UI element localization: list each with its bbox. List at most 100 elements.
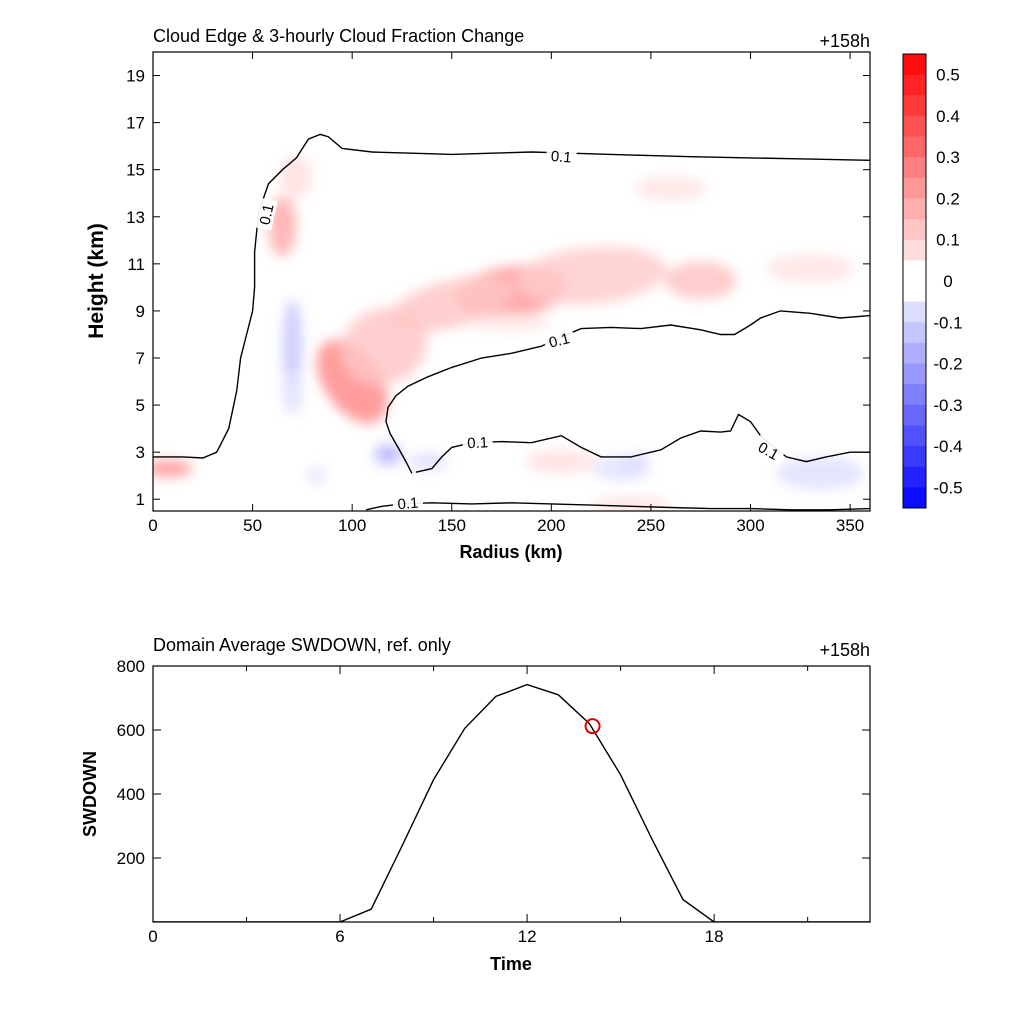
colorbar-bin [903, 54, 926, 76]
swdown-chart: Domain Average SWDOWN, ref. only +158h 0… [80, 635, 871, 974]
x-tick-label: 12 [518, 927, 537, 946]
x-tick-label: 0 [148, 927, 157, 946]
colorbar-bin [903, 260, 926, 282]
anomaly-blob-17 [407, 452, 448, 471]
x-tick-label: 150 [438, 516, 466, 535]
contour-label-5: 0.1 [392, 492, 424, 514]
colorbar-tick-label: -0.2 [933, 355, 962, 374]
colorbar-tick-label: -0.1 [933, 313, 962, 332]
top-x-axis: 0 50 100 150 200 250 300 350 [148, 52, 864, 535]
y-tick-label: 400 [117, 785, 145, 804]
anomaly-blob-10 [153, 460, 193, 477]
anomaly-blob-19 [593, 455, 649, 482]
contour-label-1: 0.1 [253, 197, 277, 231]
anomaly-blob-6 [766, 254, 855, 283]
x-tick-label: 250 [637, 516, 665, 535]
anomaly-blob-5 [664, 261, 737, 300]
colorbar-bin [903, 342, 926, 365]
colorbar-tick-label: 0.2 [936, 189, 960, 208]
colorbar-tick-label: -0.5 [933, 478, 962, 497]
bottom-y-axis: 200 400 600 800 [117, 657, 870, 868]
colorbar-bin [903, 95, 926, 117]
bottom-plot-frame [152, 665, 871, 923]
colorbar-bin [903, 157, 926, 179]
bottom-x-axis: 0 6 12 18 [148, 666, 809, 946]
bottom-y-axis-label: SWDOWN [80, 751, 100, 837]
contour-label-3: 0.1 [462, 431, 494, 452]
top-chart-title: Cloud Edge & 3-hourly Cloud Fraction Cha… [153, 26, 524, 46]
contour-label-text: 0.1 [547, 330, 571, 352]
contour-label-0: 0.1 [545, 145, 578, 167]
colorbar-bin [903, 384, 926, 406]
contour-label-text: 0.1 [550, 148, 572, 167]
bottom-chart-time-label: +158h [819, 640, 870, 660]
contour-label-4: 0.1 [751, 434, 787, 466]
anomaly-blob-20 [776, 456, 865, 490]
cloud-fraction-chart: Cloud Edge & 3-hourly Cloud Fraction Cha… [85, 26, 871, 562]
colorbar-bin [903, 136, 926, 158]
colorbar-tick-label: 0.1 [936, 231, 960, 250]
colorbar-bin [903, 198, 926, 220]
colorbar-bin [903, 404, 926, 426]
y-tick-label: 3 [136, 443, 145, 462]
contour-labels: 0.1 0.1 0.1 0.1 0.1 0.1 [253, 145, 787, 514]
top-chart-time-label: +158h [819, 31, 870, 51]
x-tick-label: 350 [836, 516, 864, 535]
swdown-line [153, 683, 870, 922]
colorbar-bin [903, 74, 926, 96]
colorbar-bin [903, 487, 926, 509]
colorbar-bin [903, 425, 926, 447]
anomaly-blob-3 [515, 246, 667, 305]
y-tick-label: 1 [136, 490, 145, 509]
x-tick-label: 300 [736, 516, 764, 535]
contour-label-text: 0.1 [397, 495, 419, 514]
y-tick-label: 7 [136, 349, 145, 368]
y-tick-label: 13 [126, 208, 145, 227]
anomaly-blob-9 [634, 176, 707, 201]
y-tick-label: 5 [136, 396, 145, 415]
colorbar-tick-label: -0.4 [933, 437, 962, 456]
anomaly-blob-8 [280, 155, 313, 198]
y-tick-label: 9 [136, 302, 145, 321]
anomaly-blob-14 [282, 299, 303, 394]
anomaly-blob-7 [268, 195, 297, 257]
x-tick-label: 18 [705, 927, 724, 946]
colorbar-tick-label: 0.3 [936, 148, 960, 167]
cloud-fraction-field [153, 155, 865, 511]
anomaly-blob-21 [306, 466, 327, 486]
colorbar-bin [903, 219, 926, 241]
x-tick-label: 200 [537, 516, 565, 535]
top-x-axis-label: Radius (km) [459, 542, 562, 562]
y-tick-label: 200 [117, 849, 145, 868]
colorbar-bin [903, 239, 926, 261]
bottom-chart-title: Domain Average SWDOWN, ref. only [153, 635, 451, 655]
colorbar-tick-label: -0.3 [933, 396, 962, 415]
x-tick-label: 0 [148, 516, 157, 535]
x-tick-label: 100 [338, 516, 366, 535]
contour-label-2: 0.1 [542, 327, 576, 352]
colorbar-bin [903, 466, 926, 488]
colorbar-bin [903, 281, 926, 303]
swdown-series [153, 683, 870, 922]
anomaly-blob-16 [374, 443, 402, 466]
anomaly-blob-13 [471, 313, 552, 333]
y-tick-label: 11 [127, 255, 145, 274]
y-tick-label: 600 [117, 721, 145, 740]
contour-upper-envelope [153, 133, 870, 459]
colorbar-bin [903, 322, 926, 344]
colorbar-tick-label: 0 [943, 272, 952, 291]
y-tick-label: 800 [117, 657, 145, 676]
x-tick-label: 6 [335, 927, 344, 946]
colorbar-bin [903, 301, 926, 323]
current-time-marker [584, 718, 601, 735]
bottom-x-axis-label: Time [490, 954, 532, 974]
colorbar-bin [903, 115, 926, 138]
colorbar: 0.5 0.4 0.3 0.2 0.1 0 -0.1 -0.2 -0.3 -0.4 -0.5 [902, 53, 963, 509]
anomaly-blob-15 [282, 372, 303, 415]
colorbar-bin [903, 363, 926, 385]
contour-inner-outflow [385, 310, 870, 474]
colorbar-frame [902, 53, 927, 509]
top-plot-frame [152, 51, 871, 512]
